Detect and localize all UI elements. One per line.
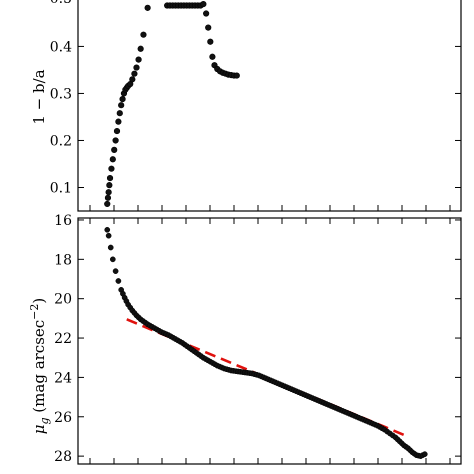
top-ytick-label: 0.3 — [50, 86, 72, 102]
top-data-point — [115, 118, 122, 125]
top-data-point — [135, 56, 142, 63]
bottom-data-point — [104, 226, 111, 233]
bottom-data-point — [115, 278, 122, 284]
top-data-point — [205, 24, 212, 31]
top-data-point — [133, 64, 140, 71]
top-data-point — [137, 45, 144, 52]
bottom-data-point — [107, 244, 114, 251]
bottom-ytick-label: 16 — [54, 213, 72, 229]
bottom-ylabel-exp: −2 — [28, 304, 41, 320]
bottom-ylabel-sub: g — [38, 417, 51, 424]
top-ytick-label: 0.1 — [50, 180, 72, 196]
bottom-ylabel-close: ) — [30, 298, 48, 304]
bottom-ytick-label: 24 — [54, 370, 72, 386]
top-yticks: 0.1 0.2 0.3 0.4 0.5 — [50, 0, 461, 196]
top-data-point — [144, 4, 151, 11]
top-data-point — [106, 174, 114, 182]
bottom-ytick-label: 18 — [54, 252, 72, 268]
bottom-axes-frame — [77, 217, 462, 465]
bottom-ylabel-mu: μ — [30, 425, 48, 435]
top-data-point — [233, 72, 240, 79]
bottom-data-point — [112, 268, 119, 274]
top-data-point — [119, 95, 126, 103]
top-axes-frame — [77, 0, 462, 212]
top-data-point — [140, 31, 147, 38]
top-panel: 1 − b/a 0.1 0.2 0.3 0.4 0.5 — [30, 0, 462, 212]
bottom-ytick-label: 28 — [54, 449, 72, 465]
top-data-point — [131, 70, 138, 77]
bottom-ytick-label: 20 — [54, 292, 72, 308]
top-data-point — [118, 102, 125, 109]
top-data-point — [112, 137, 119, 144]
bottom-ylabel-unit: (mag arcsec — [30, 320, 48, 418]
top-data-point — [109, 156, 116, 163]
bottom-ytick-label: 22 — [54, 331, 72, 347]
top-ylabel: 1 − b/a — [30, 69, 48, 124]
bottom-data-point — [421, 451, 428, 458]
bottom-data-point — [109, 256, 116, 263]
top-data-point — [106, 182, 113, 189]
bottom-data-point — [105, 232, 112, 239]
top-data-point — [104, 194, 112, 201]
top-data-point — [108, 165, 115, 172]
top-ytick-label-clipped: 0.5 — [50, 0, 72, 7]
top-data-point — [113, 127, 121, 135]
top-data-point — [105, 189, 112, 196]
top-data-point — [129, 76, 136, 83]
top-data-point — [209, 53, 216, 60]
top-ytick-label: 0.2 — [50, 133, 72, 149]
bottom-points — [104, 226, 428, 459]
bottom-xticks — [89, 218, 451, 464]
top-data-point — [207, 38, 214, 45]
bottom-ylabel: μg (mag arcsec−2) — [28, 298, 51, 435]
top-data-point — [111, 146, 118, 153]
bottom-ytick-label: 26 — [54, 410, 72, 426]
top-data-point — [116, 110, 123, 117]
top-data-point — [203, 10, 210, 17]
top-xticks — [89, 205, 451, 211]
bottom-yticks: 16 18 20 22 24 26 28 — [54, 213, 461, 465]
bottom-panel: μg (mag arcsec−2) 16 18 20 22 24 26 28 — [28, 213, 462, 465]
top-data-point — [104, 200, 111, 208]
top-ytick-label: 0.4 — [50, 39, 72, 55]
top-points — [104, 1, 240, 208]
top-data-point — [200, 1, 207, 8]
